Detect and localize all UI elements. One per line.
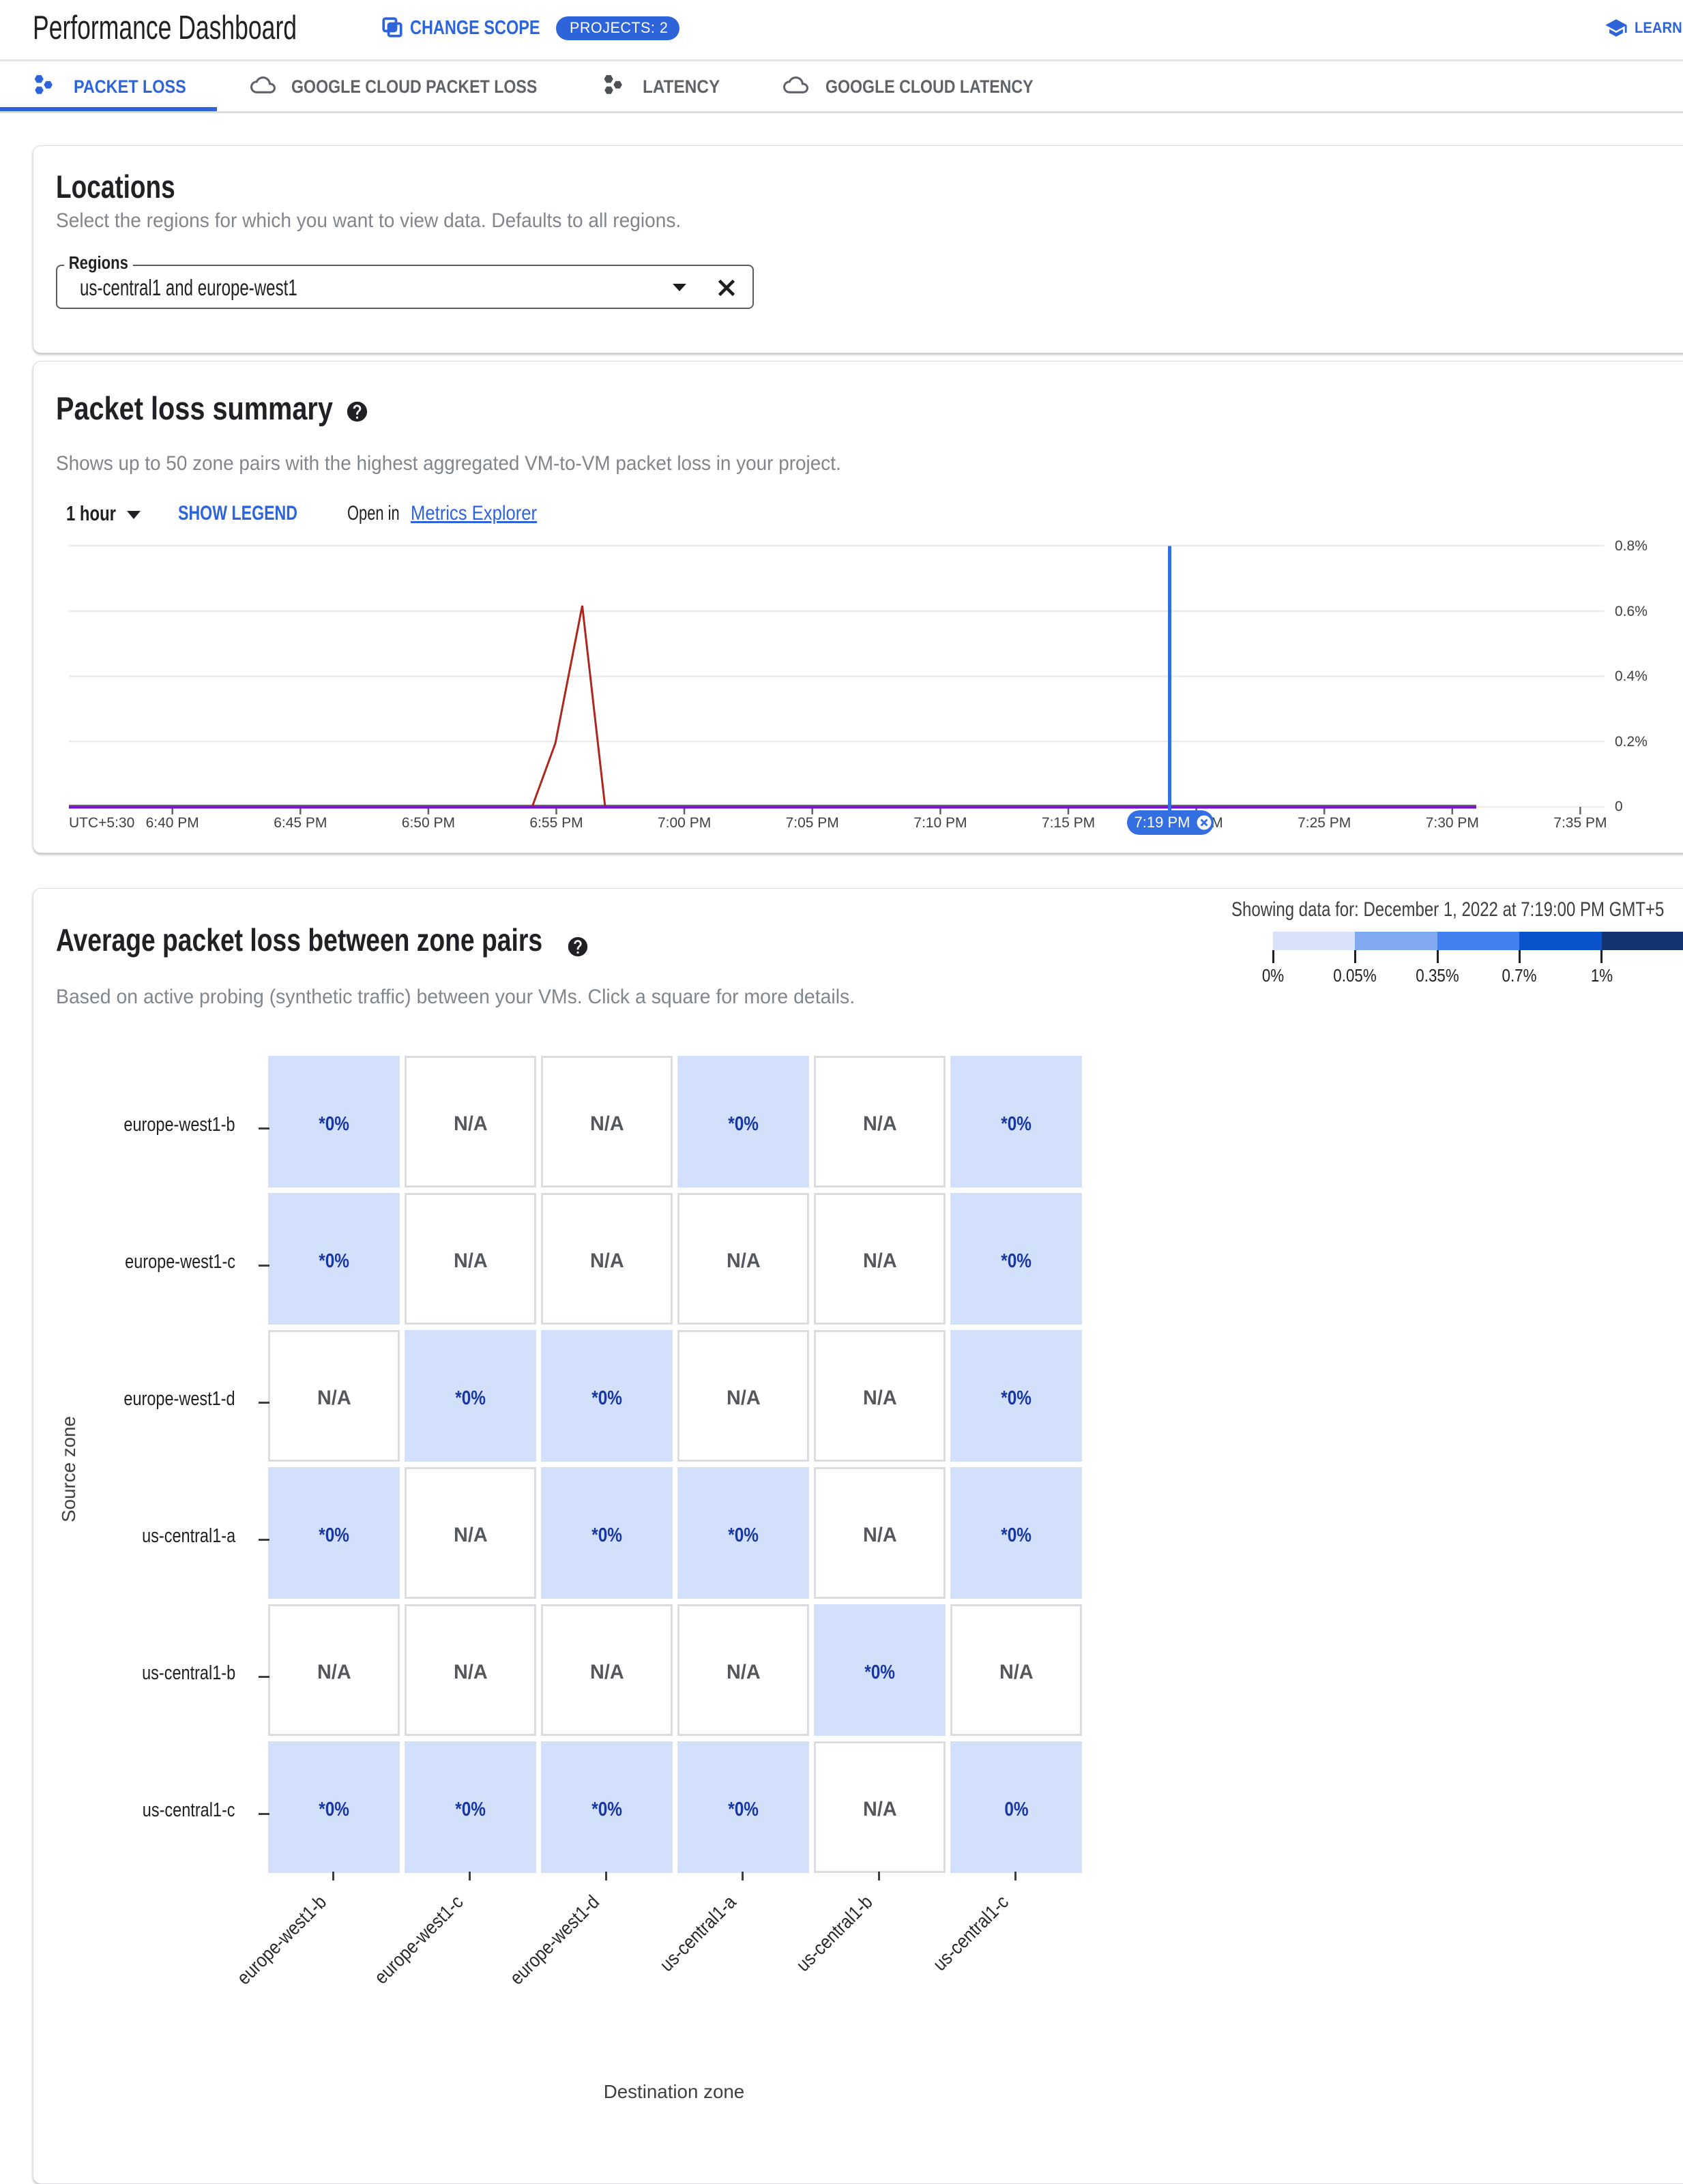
svg-text:7:19 PM: 7:19 PM [1135,814,1190,831]
svg-text:7:15 PM: 7:15 PM [1042,815,1095,831]
svg-text:7:00 PM: 7:00 PM [658,815,711,831]
svg-text:0.8%: 0.8% [1615,538,1648,554]
svg-text:7:35 PM: 7:35 PM [1553,815,1607,831]
svg-text:0: 0 [1615,799,1623,814]
svg-text:7:30 PM: 7:30 PM [1426,815,1479,831]
svg-text:7:10 PM: 7:10 PM [913,815,967,831]
svg-text:6:50 PM: 6:50 PM [402,815,455,831]
svg-text:6:55 PM: 6:55 PM [529,815,583,831]
svg-text:6:45 PM: 6:45 PM [274,815,327,831]
svg-text:0.4%: 0.4% [1615,668,1648,684]
svg-text:0.6%: 0.6% [1615,604,1648,619]
svg-text:0.2%: 0.2% [1615,734,1648,750]
svg-text:UTC+5:30: UTC+5:30 [69,815,134,831]
svg-text:6:40 PM: 6:40 PM [146,815,199,831]
svg-text:7:25 PM: 7:25 PM [1298,815,1351,831]
svg-text:7:05 PM: 7:05 PM [786,815,839,831]
